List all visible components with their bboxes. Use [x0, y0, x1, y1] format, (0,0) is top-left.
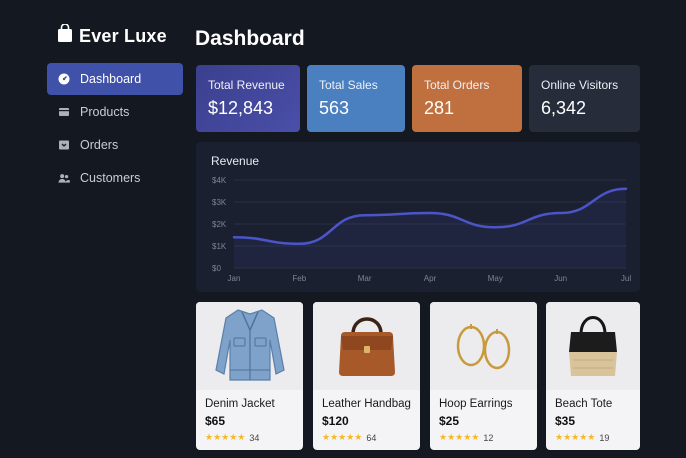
x-tick-label: Feb	[292, 274, 306, 283]
product-price: $25	[439, 414, 460, 428]
revenue-chart: $0 $1K $2K $3K $4K Jan Feb Mar Apr May Jun Jul	[212, 176, 631, 283]
shopping-bag-icon	[57, 23, 73, 48]
kpi-value: 6,342	[541, 98, 587, 118]
sidebar: Ever Luxe Dashboard Products Orders Cust…	[0, 0, 190, 458]
x-tick-label: May	[488, 274, 503, 283]
product-card-beach-tote[interactable]: Beach Tote $35 ★★★★★ 19	[546, 302, 640, 450]
star-rating-icon: ★★★★★	[205, 432, 246, 442]
tote-icon	[563, 308, 623, 385]
y-tick-label: $0	[212, 264, 221, 273]
star-rating-icon: ★★★★★	[555, 432, 596, 442]
kpi-value: $12,843	[208, 98, 274, 118]
product-image	[196, 302, 303, 390]
kpi-value: 281	[424, 98, 455, 118]
y-tick-label: $2K	[212, 220, 227, 229]
review-count: 64	[366, 432, 377, 443]
sidebar-nav: Dashboard Products Orders Customers	[47, 63, 183, 195]
review-count: 34	[249, 432, 260, 443]
gauge-icon	[58, 73, 70, 85]
product-card-leather-handbag[interactable]: Leather Handbag $120 ★★★★★ 64	[313, 302, 420, 450]
review-count: 19	[599, 432, 610, 443]
sidebar-item-customers[interactable]: Customers	[47, 162, 183, 194]
product-rating: ★★★★★ 64	[322, 432, 420, 443]
product-name: Beach Tote	[555, 398, 613, 410]
kpi-label: Online Visitors	[541, 78, 619, 92]
kpi-label: Total Orders	[424, 78, 490, 92]
page-title: Dashboard	[195, 27, 305, 50]
product-card-hoop-earrings[interactable]: Hoop Earrings $25 ★★★★★ 12	[430, 302, 537, 450]
jacket-icon	[212, 304, 288, 389]
kpi-label: Total Sales	[319, 78, 378, 92]
product-price: $65	[205, 414, 226, 428]
kpi-card-total-orders[interactable]: Total Orders 281	[412, 65, 522, 132]
revenue-chart-panel: Revenue $0 $1K $2K $3K $4K Jan Feb Mar Apr May Jun…	[196, 142, 640, 292]
sidebar-item-label: Orders	[80, 138, 119, 152]
product-price: $120	[322, 414, 349, 428]
users-icon	[58, 172, 70, 184]
star-rating-icon: ★★★★★	[322, 432, 363, 442]
product-image	[546, 302, 640, 390]
y-tick-label: $1K	[212, 242, 227, 251]
kpi-card-total-revenue[interactable]: Total Revenue $12,843	[196, 65, 300, 132]
brand[interactable]: Ever Luxe	[57, 23, 167, 48]
product-rating: ★★★★★ 34	[205, 432, 303, 443]
product-price: $35	[555, 414, 576, 428]
kpi-label: Total Revenue	[208, 78, 285, 92]
product-name: Hoop Earrings	[439, 398, 513, 410]
x-tick-label: Mar	[358, 274, 372, 283]
product-card-denim-jacket[interactable]: Denim Jacket $65 ★★★★★ 34	[196, 302, 303, 450]
box-icon	[58, 106, 70, 118]
sidebar-item-label: Customers	[80, 171, 141, 185]
product-rating: ★★★★★ 19	[555, 432, 640, 443]
kpi-card-online-visitors[interactable]: Online Visitors 6,342	[529, 65, 640, 132]
y-tick-label: $3K	[212, 198, 227, 207]
inbox-icon	[58, 139, 70, 151]
product-rating: ★★★★★ 12	[439, 432, 537, 443]
product-name: Leather Handbag	[322, 398, 411, 410]
earrings-icon	[449, 314, 519, 379]
x-tick-label: Jun	[554, 274, 567, 283]
kpi-card-total-sales[interactable]: Total Sales 563	[307, 65, 405, 132]
sidebar-item-label: Dashboard	[80, 72, 142, 86]
sidebar-item-label: Products	[80, 105, 130, 119]
sidebar-item-dashboard[interactable]: Dashboard	[47, 63, 183, 95]
x-tick-label: Jul	[621, 274, 631, 283]
review-count: 12	[483, 432, 494, 443]
kpi-value: 563	[319, 98, 350, 118]
x-tick-label: Apr	[424, 274, 437, 283]
star-rating-icon: ★★★★★	[439, 432, 480, 442]
brand-name: Ever Luxe	[79, 25, 167, 46]
sidebar-item-products[interactable]: Products	[47, 96, 183, 128]
product-image	[313, 302, 420, 390]
sidebar-item-orders[interactable]: Orders	[47, 129, 183, 161]
x-tick-label: Jan	[228, 274, 241, 283]
product-image	[430, 302, 537, 390]
series-line	[232, 187, 628, 246]
y-tick-label: $4K	[212, 176, 227, 185]
series-area	[234, 188, 626, 268]
chart-title: Revenue	[211, 154, 260, 168]
handbag-icon	[331, 308, 403, 385]
product-name: Denim Jacket	[205, 398, 275, 410]
